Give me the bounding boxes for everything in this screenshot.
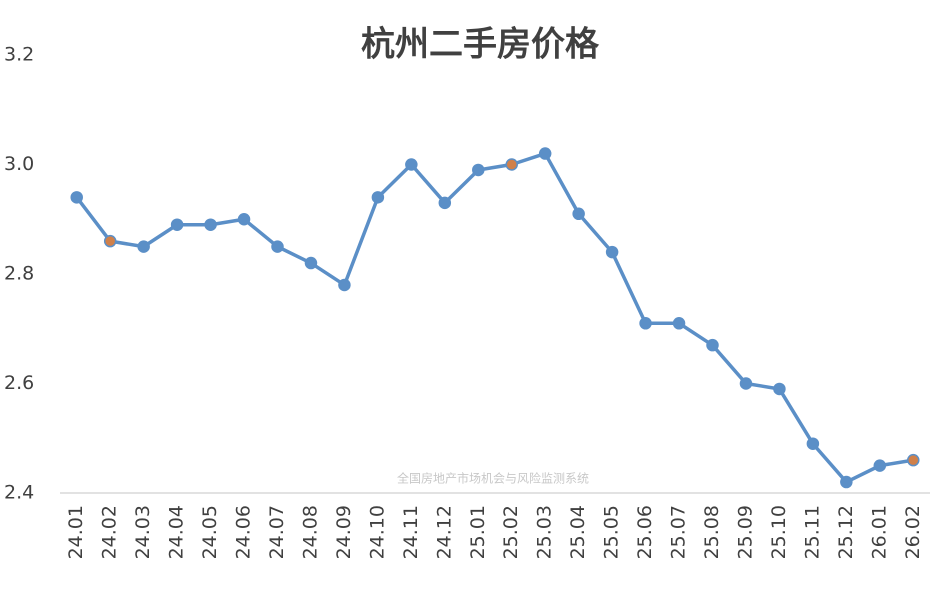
point xyxy=(639,317,652,330)
point xyxy=(237,213,251,226)
x-tick-label: 25.12 xyxy=(835,505,857,559)
x-tick-label: 24.06 xyxy=(233,505,255,559)
x-tick-label: 25.04 xyxy=(567,505,589,559)
point xyxy=(806,437,820,450)
x-tick-label: 24.03 xyxy=(132,505,154,559)
point xyxy=(170,218,184,231)
line xyxy=(75,151,914,484)
x-tick-label: 26.02 xyxy=(902,505,924,559)
x-tick-label: 24.12 xyxy=(433,505,455,559)
point xyxy=(438,196,452,210)
point xyxy=(304,256,318,270)
x-tick-label: 25.08 xyxy=(701,505,723,559)
point xyxy=(773,382,786,396)
x-tick-label: 25.07 xyxy=(668,505,690,559)
x-tick-label: 24.10 xyxy=(366,505,388,559)
x-tick-label: 25.01 xyxy=(467,505,489,559)
x-tick-label: 25.06 xyxy=(634,505,656,559)
point xyxy=(472,163,485,177)
x-tick-label: 26.01 xyxy=(868,505,890,559)
x-tick-label: 25.10 xyxy=(768,505,790,559)
point xyxy=(271,240,284,253)
x-tick-label: 24.11 xyxy=(400,505,422,559)
point xyxy=(405,158,418,171)
x-tick-label: 25.11 xyxy=(801,505,823,559)
x-tick-label: 24.04 xyxy=(166,505,188,559)
x-tick-label: 24.09 xyxy=(333,505,355,559)
x-tick-label: 25.02 xyxy=(500,505,522,559)
x-tick-label: 24.02 xyxy=(99,505,121,559)
point xyxy=(605,245,619,259)
point xyxy=(672,317,686,330)
point xyxy=(70,191,83,204)
y-tick-label: 2.8 xyxy=(4,263,34,285)
point xyxy=(907,453,920,467)
x-tick-label: 24.07 xyxy=(266,505,288,559)
x-tick-label: 25.09 xyxy=(734,505,756,559)
y-tick-label: 2.4 xyxy=(4,482,34,504)
x-tick-label: 24.08 xyxy=(299,505,321,559)
point xyxy=(338,278,351,292)
y-tick-label: 2.6 xyxy=(4,372,34,394)
x-tick-label: 24.05 xyxy=(199,505,221,559)
x-tick-label: 24.01 xyxy=(65,505,87,559)
point xyxy=(371,191,385,204)
point xyxy=(873,459,887,472)
point xyxy=(739,377,753,390)
chart-title: 杭州二手房价格 xyxy=(361,25,600,65)
point xyxy=(505,158,518,171)
x-tick-label: 25.05 xyxy=(601,505,623,559)
point xyxy=(204,218,217,231)
point xyxy=(572,207,585,221)
y-tick-label: 3.2 xyxy=(4,44,34,66)
point xyxy=(538,147,552,160)
watermark: 全国房地产市场机会与风险监测系统 xyxy=(397,471,589,486)
point xyxy=(103,234,117,248)
point xyxy=(706,338,719,352)
y-tick-label: 3.0 xyxy=(4,153,34,175)
point xyxy=(137,240,150,253)
x-tick-label: 25.03 xyxy=(534,505,556,559)
point xyxy=(840,475,853,489)
